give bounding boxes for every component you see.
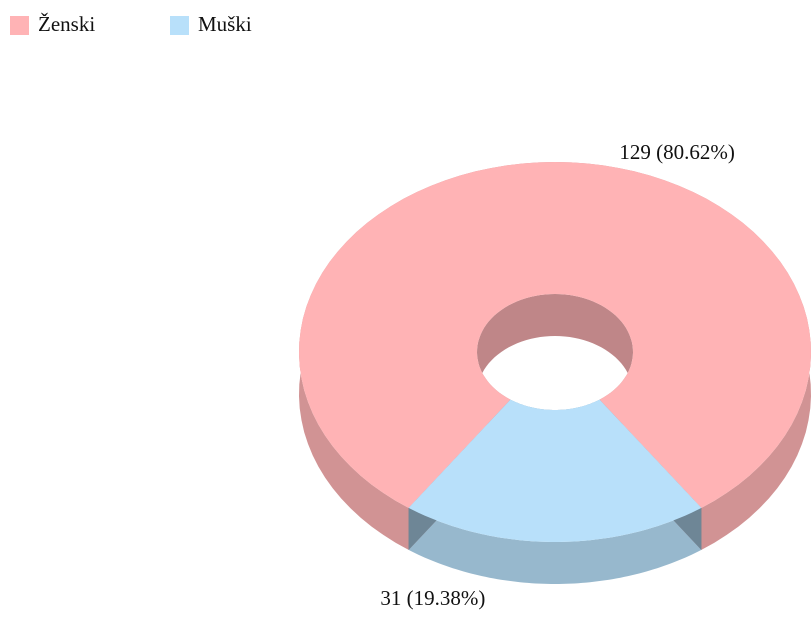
outer-wall: [408, 507, 702, 584]
legend-swatch: [10, 16, 29, 35]
data-label: 129 (80.62%): [619, 140, 734, 164]
inner-wall: [477, 294, 633, 442]
data-label: 31 (19.38%): [380, 586, 485, 610]
legend-label: Ženski: [38, 12, 95, 36]
donut-slice: [408, 399, 702, 542]
legend-label: Muški: [198, 12, 252, 36]
donut-slice: [299, 162, 811, 508]
legend-swatch: [170, 16, 189, 35]
